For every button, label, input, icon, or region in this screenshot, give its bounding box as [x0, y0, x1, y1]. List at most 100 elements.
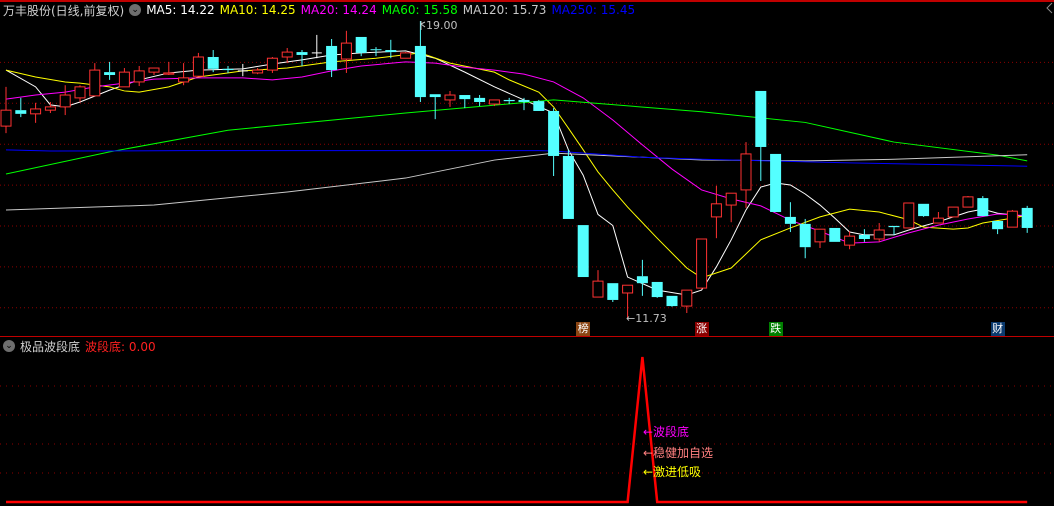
candle-body	[992, 221, 1004, 230]
candle	[311, 34, 322, 59]
candle-body	[918, 203, 930, 217]
candle	[903, 202, 915, 229]
ma120-label: MA120: 15.73	[462, 3, 547, 17]
candle-body	[89, 69, 101, 97]
candle	[992, 221, 1004, 235]
signal-bodi: ←波段底	[643, 425, 690, 439]
moving-averages	[5, 50, 1028, 296]
candle-body	[651, 281, 663, 298]
candle	[755, 90, 767, 181]
ma5-label: MA5: 14.22	[146, 3, 215, 17]
candle	[518, 97, 530, 111]
candle-body	[30, 108, 42, 115]
candle-body	[488, 99, 500, 105]
candle	[1021, 205, 1033, 233]
high-price-label: 19.00	[426, 19, 458, 32]
candle-body	[59, 94, 71, 108]
candle-body	[592, 280, 604, 298]
candle-body	[340, 42, 352, 60]
candle	[385, 39, 397, 59]
candles	[0, 21, 1033, 319]
candle-body	[888, 225, 900, 228]
ma10-line	[5, 52, 1028, 279]
candle	[30, 102, 42, 123]
candle	[222, 65, 234, 73]
candle	[400, 52, 412, 59]
candle	[562, 149, 574, 219]
candle-body	[0, 109, 12, 127]
candle-body	[414, 45, 426, 98]
candle	[163, 61, 175, 75]
indicator-value: 波段底: 0.00	[85, 339, 156, 354]
marker-die[interactable]: 跌	[768, 322, 783, 336]
candle-body	[400, 52, 412, 59]
candle-body	[814, 228, 826, 243]
candle	[89, 63, 101, 97]
candle-body	[740, 153, 752, 191]
candle-body	[636, 276, 648, 284]
candle-body	[548, 110, 560, 156]
candle	[636, 259, 648, 296]
candle	[947, 206, 959, 218]
candle-body	[385, 50, 397, 53]
candle-body	[829, 227, 841, 242]
candle-body	[710, 203, 722, 218]
candle	[503, 97, 515, 105]
candle-body	[533, 101, 545, 111]
candle-body	[1021, 207, 1033, 228]
candle	[444, 90, 456, 107]
candle-body	[133, 70, 145, 83]
candle	[799, 218, 811, 259]
chevron-down-icon[interactable]: ⌄	[3, 340, 15, 352]
marker-zhang[interactable]: 涨	[694, 322, 709, 336]
candle	[192, 52, 204, 77]
candle	[207, 50, 219, 73]
candle-body	[192, 56, 204, 77]
ma5-line	[5, 50, 1028, 296]
low-price-label: ←11.73	[626, 312, 667, 325]
marker-cai[interactable]: 财	[990, 322, 1005, 336]
candle-body	[178, 77, 190, 83]
ma250-label: MA250: 15.45	[551, 3, 636, 17]
candle	[237, 63, 248, 77]
high-flag-icon	[420, 21, 426, 30]
marker-bang[interactable]: 榜	[576, 322, 591, 336]
candle-body	[15, 110, 27, 114]
collapse-arrow-icon[interactable]	[1046, 2, 1053, 14]
chevron-down-icon[interactable]: ⌄	[129, 4, 142, 16]
candle	[133, 65, 145, 87]
candle	[977, 196, 989, 217]
candle	[607, 283, 619, 302]
candle	[326, 38, 338, 78]
candle	[577, 225, 589, 278]
candle	[918, 203, 930, 217]
candle-body	[474, 97, 486, 102]
candle	[459, 95, 471, 109]
candle	[888, 225, 900, 235]
candle	[666, 295, 678, 307]
candle	[962, 196, 974, 208]
indicator-name: 极品波段底	[20, 339, 81, 354]
candle	[814, 228, 826, 248]
candle	[932, 212, 944, 224]
candle-body	[799, 223, 811, 248]
ma60-line	[5, 99, 1028, 175]
candle	[1006, 209, 1018, 228]
candle-body	[252, 69, 264, 74]
candle-body	[163, 72, 175, 75]
candle	[15, 97, 27, 118]
candle-body	[207, 56, 219, 69]
candle	[104, 61, 116, 80]
candle-body	[903, 202, 915, 229]
candle-body	[932, 217, 944, 224]
bodi-series-line	[6, 356, 1028, 504]
candle-body	[947, 206, 959, 218]
candle	[340, 30, 352, 73]
ma120-line	[5, 152, 1028, 211]
candle	[784, 202, 796, 233]
candle-body	[459, 95, 471, 100]
candle-body	[370, 49, 382, 51]
signal-wenjian: ←稳健加自选	[643, 446, 714, 460]
candle	[533, 99, 545, 111]
